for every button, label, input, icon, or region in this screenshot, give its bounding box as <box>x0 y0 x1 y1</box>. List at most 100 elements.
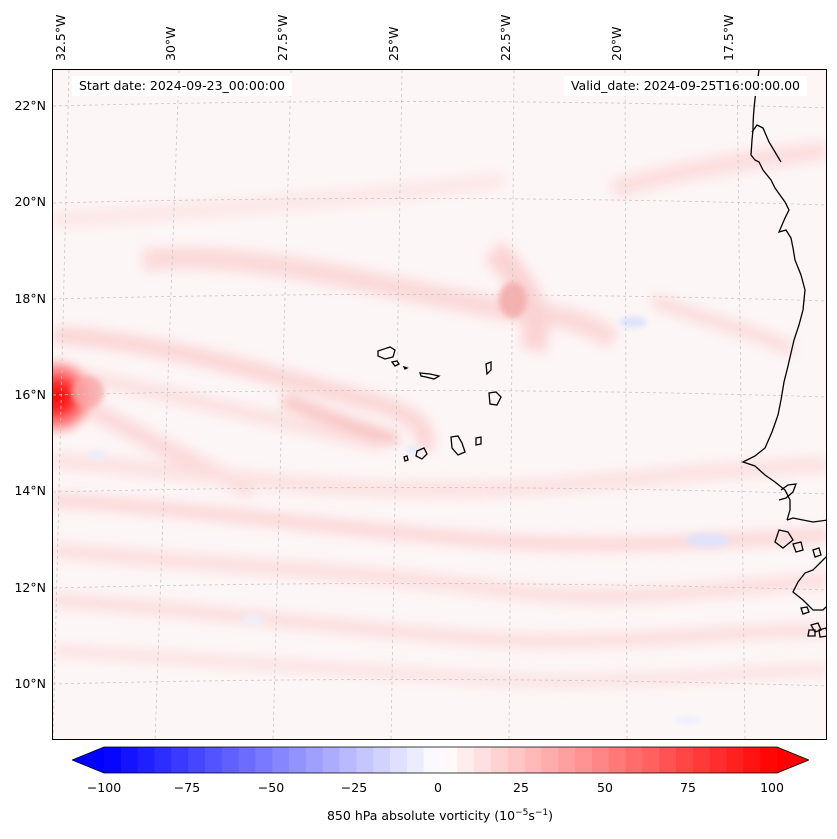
colorbar-segment <box>440 747 458 773</box>
lon-label-20w: 20°W <box>609 26 624 61</box>
colorbar-extend-max <box>777 747 809 773</box>
colorbar-segment <box>373 747 391 773</box>
vorticity-band <box>53 644 826 688</box>
colorbar-tick: 25 <box>513 780 529 795</box>
lat-label-18n: 18°N <box>14 291 46 306</box>
colorbar-segment <box>541 747 559 773</box>
african-coastline <box>741 70 826 638</box>
lat-label-12n: 12°N <box>14 580 46 595</box>
vorticity-band <box>53 452 826 499</box>
valid-date-label: Valid_date: 2024-09-25T16:00:00.00 <box>563 76 807 96</box>
cape-verde-islands <box>377 346 502 462</box>
gridline-lon <box>390 70 403 739</box>
colorbar-title-unit: s <box>528 808 535 824</box>
colorbar-title-exp2: −1 <box>534 808 549 818</box>
colorbar-tick: −75 <box>173 780 201 795</box>
gridline-lon <box>736 70 746 739</box>
island-sao-vicente <box>390 360 400 367</box>
colorbar-segment <box>322 747 341 773</box>
colorbar <box>72 746 809 774</box>
gridline-lon <box>154 70 180 739</box>
colorbar-segment <box>608 747 627 773</box>
colorbar-title: 850 hPa absolute vorticity (10−5s−1) <box>0 808 837 823</box>
coast-gambia <box>778 483 797 501</box>
vorticity-min <box>619 316 647 328</box>
lat-label-20n: 20°N <box>14 194 46 209</box>
colorbar-segment <box>457 747 475 773</box>
colorbar-tick: −100 <box>86 780 122 795</box>
map-canvas <box>53 70 826 739</box>
colorbar-segment <box>760 747 778 773</box>
vorticity-band <box>53 172 505 228</box>
gridline-lon <box>272 70 292 739</box>
vorticity-min <box>686 533 730 547</box>
colorbar-segment <box>356 747 374 773</box>
vortex-tail <box>72 376 104 408</box>
lon-label-27-5w: 27.5°W <box>275 14 290 61</box>
colorbar-segment <box>305 747 324 773</box>
colorbar-segment <box>289 747 307 773</box>
colorbar-segment <box>474 747 492 773</box>
vorticity-band <box>53 542 826 605</box>
vorticity-band <box>483 240 549 354</box>
lat-label-16n: 16°N <box>14 387 46 402</box>
vorticity-map <box>52 69 827 740</box>
colorbar-segment <box>726 747 744 773</box>
gridline-lat <box>53 101 826 109</box>
vorticity-band <box>53 593 826 649</box>
colorbar-segment <box>490 747 509 773</box>
island-boa-vista <box>488 391 502 406</box>
vorticity-min <box>674 716 702 724</box>
colorbar-tick: −50 <box>257 780 285 795</box>
gridline-lon <box>508 70 515 739</box>
colorbar-segment <box>221 747 240 773</box>
graticule <box>53 70 826 739</box>
colorbar-segment <box>339 747 357 773</box>
island-sao-nicolau <box>419 372 441 380</box>
colorbar-segment <box>743 747 761 773</box>
colorbar-segment <box>204 747 223 773</box>
colorbar-segment <box>591 747 610 773</box>
vorticity-band <box>280 394 400 446</box>
gridline-lon <box>53 70 70 739</box>
colorbar-segment <box>171 747 189 773</box>
island-brava <box>403 455 409 462</box>
island-santa-luzia <box>402 365 409 370</box>
colorbar-tick: 50 <box>597 780 613 795</box>
vorticity-band <box>650 293 797 357</box>
colorbar-segment <box>272 747 290 773</box>
colorbar-title-text: 850 hPa absolute vorticity (10 <box>326 808 516 824</box>
colorbar-segment <box>642 747 660 773</box>
colorbar-segment <box>676 747 694 773</box>
colorbar-segment <box>120 747 139 773</box>
vorticity-max-17n <box>499 282 527 318</box>
vorticity-band <box>609 140 826 200</box>
colorbar-tick: −25 <box>340 780 368 795</box>
colorbar-segment <box>423 747 442 773</box>
colorbar-segment <box>390 747 408 773</box>
colorbar-title-close: ) <box>548 808 553 824</box>
lat-label-14n: 14°N <box>14 483 46 498</box>
colorbar-segment <box>507 747 526 773</box>
lon-label-30w: 30°W <box>163 26 178 61</box>
start-date-label: Start date: 2024-09-23_00:00:00 <box>72 76 292 96</box>
lat-label-22n: 22°N <box>14 98 46 113</box>
vorticity-min <box>88 450 108 460</box>
island-santo-antao <box>377 346 396 360</box>
gridline-lon <box>624 70 628 739</box>
coast-north <box>751 124 782 163</box>
vorticity-min <box>241 615 265 625</box>
colorbar-segment <box>709 747 728 773</box>
colorbar-title-exp1: −5 <box>515 808 529 818</box>
vorticity-field <box>53 140 826 724</box>
colorbar-segment <box>137 747 156 773</box>
lon-label-32-5w: 32.5°W <box>53 14 68 61</box>
lon-label-22-5w: 22.5°W <box>498 14 513 61</box>
colorbar-segment <box>625 747 643 773</box>
colorbar-outline <box>72 746 809 774</box>
island-fogo <box>415 447 428 460</box>
colorbar-segment <box>406 747 425 773</box>
colorbar-segment <box>188 747 206 773</box>
coast-mauritania-senegal <box>741 70 806 521</box>
colorbar-segment <box>255 747 273 773</box>
